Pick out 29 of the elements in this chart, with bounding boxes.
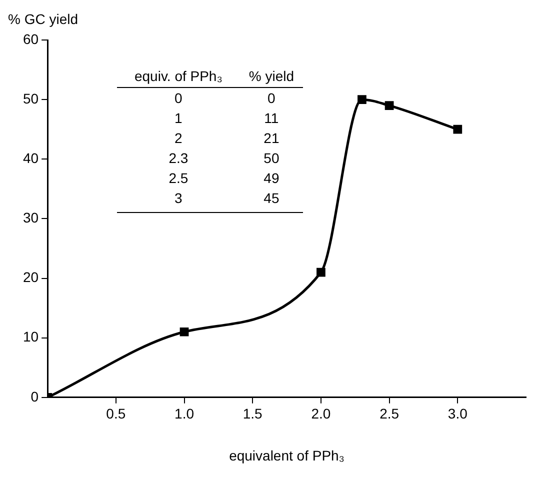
y-tick-label: 50	[22, 90, 39, 106]
x-tick-label: 0.5	[106, 406, 126, 422]
y-tick-label: 20	[22, 269, 39, 286]
category-label: 2	[174, 129, 184, 148]
y-tick-label: 0	[30, 388, 39, 404]
text: % yield	[240, 64, 303, 88]
text: equiv. of PPh₃	[117, 64, 240, 88]
data-label: 49	[262, 169, 280, 188]
y-tick-label: 40	[22, 150, 39, 166]
data-label: 11	[263, 109, 280, 128]
category-label: 2.5	[168, 169, 190, 188]
y-tick-label: 60	[22, 30, 39, 47]
x-tick-label: 1.5	[242, 406, 263, 422]
y-tick-label: 10	[22, 328, 39, 345]
category-label: 2.3	[168, 149, 190, 168]
category-label: 3	[117, 188, 240, 212]
x-axis-title: equivalent of PPh₃	[229, 447, 345, 464]
y-tick-label: 30	[22, 210, 39, 226]
x-tick-label: 1.0	[174, 406, 194, 422]
y-axis-title: % GC yield	[8, 10, 78, 27]
x-tick-label: 3.0	[448, 406, 468, 422]
data-label: 50	[262, 149, 280, 168]
x-tick-label: 2.5	[380, 406, 400, 422]
data-label: 0	[174, 89, 184, 108]
category-label: 1	[174, 109, 184, 128]
data-label: 45	[240, 188, 303, 212]
x-tick-label: 2.0	[311, 406, 331, 422]
category-label: 0	[266, 89, 276, 108]
data-label: 21	[262, 129, 280, 148]
